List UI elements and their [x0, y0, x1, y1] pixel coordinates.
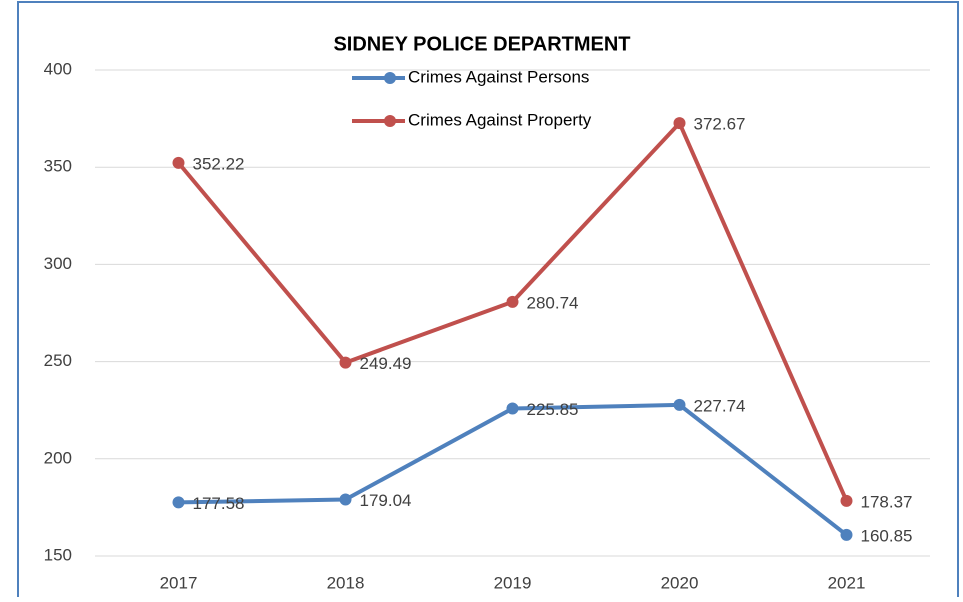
point — [339, 493, 352, 506]
data-label: 372.67 — [694, 115, 746, 134]
data-label: 352.22 — [193, 154, 245, 173]
point — [673, 398, 686, 411]
x-tick-label: 2017 — [160, 573, 198, 592]
x-tick-label: 2021 — [828, 573, 866, 592]
legend-marker — [384, 72, 396, 84]
y-tick-label: 200 — [44, 448, 72, 467]
x-tick-label: 2019 — [494, 573, 532, 592]
chart-frame — [17, 1, 959, 602]
y-tick-label: 350 — [44, 157, 72, 176]
point — [172, 496, 185, 509]
point — [506, 295, 519, 308]
legend-label: Crimes Against Property — [408, 110, 592, 129]
data-label: 249.49 — [360, 354, 412, 373]
point — [172, 156, 185, 169]
point — [840, 494, 853, 507]
data-label: 227.74 — [694, 396, 746, 415]
point — [673, 117, 686, 130]
data-label: 160.85 — [861, 526, 913, 545]
data-label: 179.04 — [360, 491, 412, 510]
data-label: 178.37 — [861, 492, 913, 511]
legend-label: Crimes Against Persons — [408, 67, 589, 86]
x-tick-label: 2018 — [327, 573, 365, 592]
chart-title: SIDNEY POLICE DEPARTMENT — [333, 33, 630, 55]
point — [506, 402, 519, 415]
data-label: 177.58 — [193, 494, 245, 513]
y-tick-label: 250 — [44, 351, 72, 370]
y-tick-label: 400 — [44, 59, 72, 78]
legend-marker — [384, 115, 396, 127]
point — [339, 356, 352, 369]
point — [840, 528, 853, 541]
data-label: 225.85 — [527, 400, 579, 419]
data-label: 280.74 — [527, 293, 579, 312]
y-tick-label: 300 — [44, 254, 72, 273]
y-tick-label: 150 — [44, 545, 72, 564]
x-tick-label: 2020 — [661, 573, 699, 592]
